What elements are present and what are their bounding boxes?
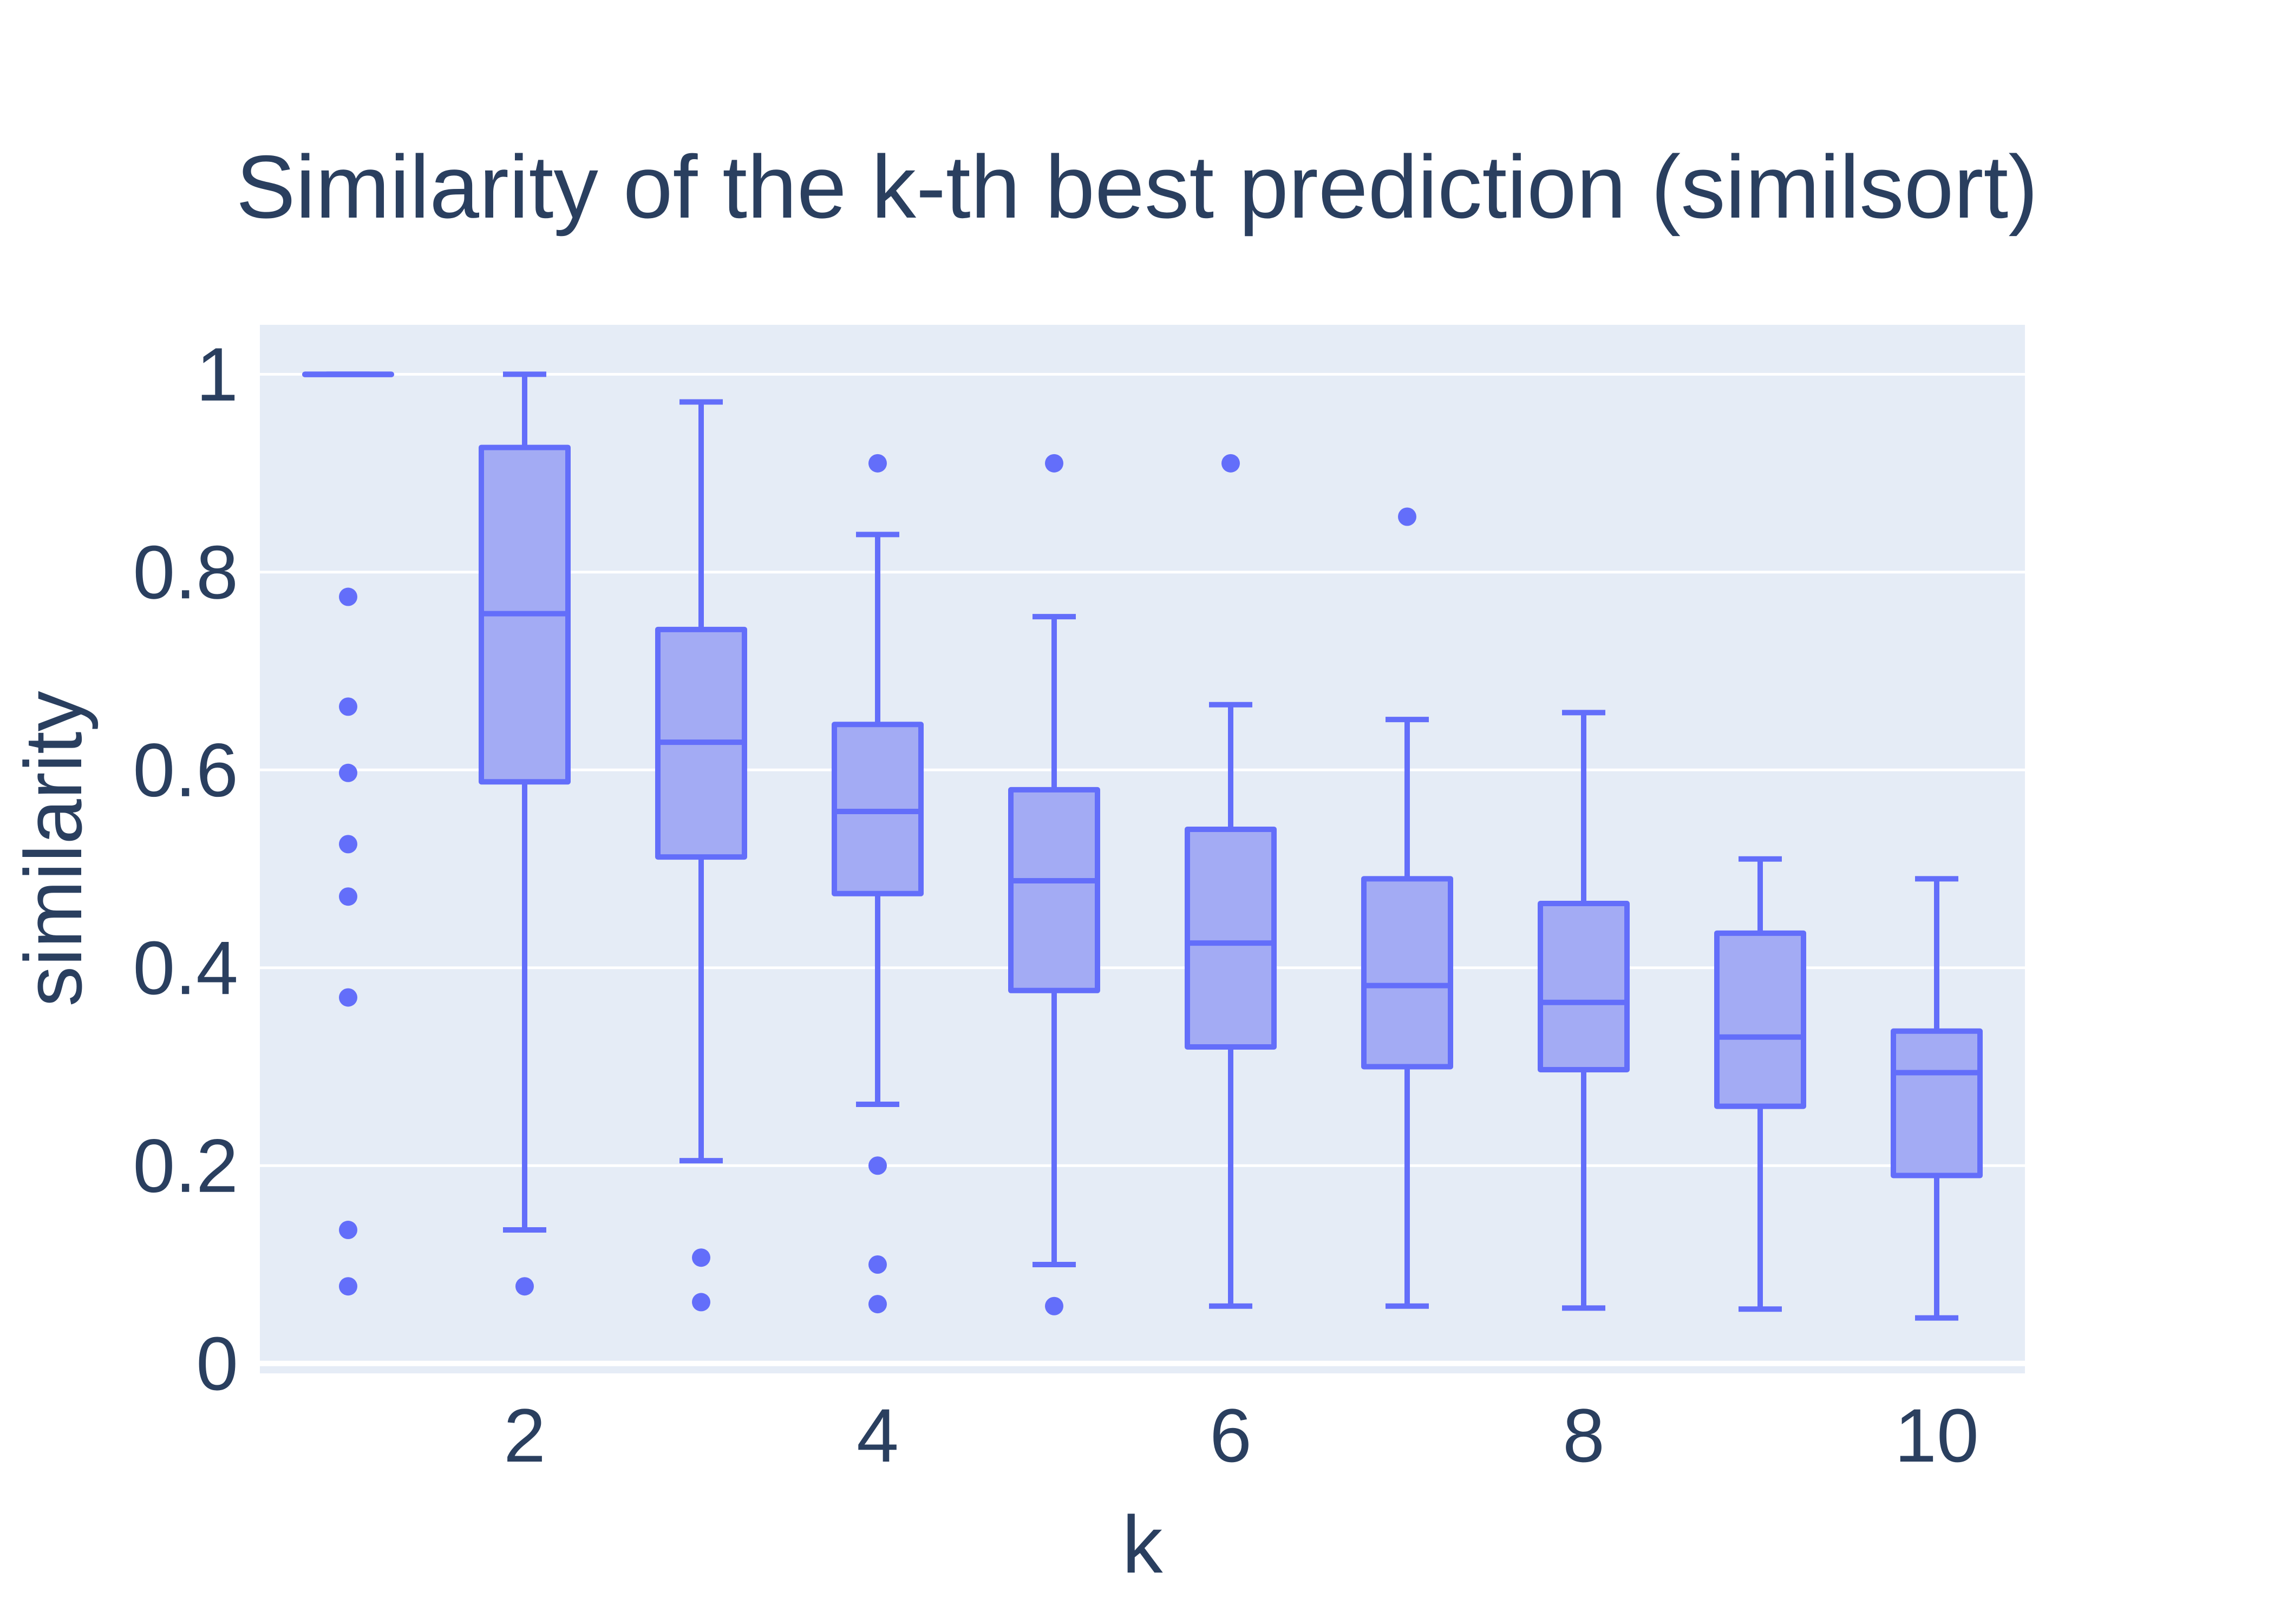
outlier-point — [339, 988, 357, 1007]
outlier-point — [339, 1221, 357, 1240]
outlier-point — [1398, 507, 1416, 526]
y-tick-label: 0.6 — [133, 728, 238, 813]
outlier-point — [1221, 454, 1240, 473]
x-tick-label: 6 — [1210, 1393, 1252, 1478]
y-tick-labels: 0 0.2 0.4 0.6 0.8 1 — [133, 332, 238, 1406]
box-k9 — [1714, 856, 1806, 1312]
y-tick-label: 0 — [196, 1321, 238, 1406]
box-body — [1008, 787, 1100, 993]
box-k2 — [479, 371, 571, 1296]
box-k5 — [1008, 454, 1100, 1315]
outlier-point — [868, 1156, 887, 1175]
box-body — [1361, 876, 1453, 1070]
box-body — [1714, 930, 1806, 1109]
outlier-point — [339, 887, 357, 906]
outlier-point — [339, 587, 357, 606]
y-tick-label: 1 — [196, 332, 238, 417]
outlier-point — [1045, 1296, 1063, 1315]
x-tick-label: 2 — [504, 1393, 546, 1478]
box-body — [1538, 901, 1630, 1073]
outlier-point — [339, 1277, 357, 1296]
outlier-point — [692, 1293, 710, 1312]
outlier-point — [692, 1248, 710, 1267]
outlier-point — [339, 697, 357, 716]
box-k7 — [1361, 507, 1453, 1309]
x-tick-label: 8 — [1563, 1393, 1605, 1478]
outlier-point — [868, 1295, 887, 1314]
x-tick-label: 4 — [857, 1393, 899, 1478]
box-body — [1891, 1028, 1983, 1178]
outlier-point — [1045, 454, 1063, 473]
outlier-point — [868, 1255, 887, 1274]
x-axis-title: k — [1122, 1499, 1164, 1590]
x-tick-label: 10 — [1894, 1393, 1979, 1478]
box-k10 — [1891, 876, 1983, 1321]
y-axis-title: similarity — [8, 691, 99, 1006]
outlier-point — [339, 835, 357, 854]
y-tick-label: 0.4 — [133, 925, 238, 1010]
box-series — [302, 371, 1983, 1321]
outlier-point — [339, 763, 357, 782]
x-tick-labels: 2 4 6 8 10 — [504, 1393, 1979, 1478]
box-k6 — [1185, 454, 1277, 1309]
outlier-point — [868, 454, 887, 473]
y-tick-label: 0.8 — [133, 529, 238, 614]
box-k8 — [1538, 710, 1630, 1311]
box-k3 — [655, 399, 747, 1312]
y-tick-label: 0.2 — [133, 1123, 238, 1208]
chart-title: Similarity of the k-th best prediction (… — [236, 137, 2038, 237]
outlier-point — [515, 1277, 534, 1296]
box-k1 — [302, 371, 394, 1296]
box-body — [1185, 826, 1277, 1050]
box-k4 — [832, 454, 924, 1314]
